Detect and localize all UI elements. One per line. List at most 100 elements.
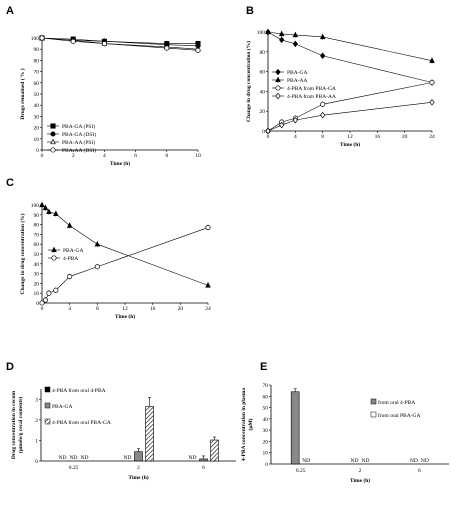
y-tick-label: 80: [260, 50, 266, 56]
y-tick-label: 50: [34, 252, 40, 258]
y-tick-label: 30: [34, 114, 40, 120]
x-tick-label: 0.25: [69, 465, 79, 471]
panel-label: E: [260, 361, 267, 373]
legend-swatch: [370, 411, 377, 418]
y-tick-label: 70: [263, 383, 269, 389]
panel-c: C 0 10 20 30 40 50 60 70 80 90 100 0 4 8 12 16 20 24 Time (…: [6, 177, 211, 320]
y-tick-label: 60: [34, 242, 40, 248]
data-point: [164, 45, 170, 51]
x-tick-label: 4: [103, 153, 106, 159]
x-axis-label: Time (h): [340, 141, 360, 148]
series-line-4: [267, 101, 433, 132]
bar: [145, 406, 154, 462]
y-tick-label: 30: [263, 428, 269, 434]
data-point: [94, 264, 100, 270]
data-point: [265, 28, 271, 35]
legend-marker: [51, 246, 57, 253]
x-axis-label: Time (h): [350, 477, 370, 484]
y-tick-label: 60: [34, 81, 40, 87]
legend-label: 4-PBA from PBA-AA: [287, 93, 336, 100]
nd-label: ND: [81, 455, 89, 461]
data-point: [319, 33, 326, 40]
legend-marker: [50, 147, 56, 153]
panel-a: A 0 10 20 30 40 50 60 70 80 90 100 0 2 4 6 8 10 Time (h) Dr…: [6, 5, 201, 167]
legend-swatch: [44, 386, 51, 393]
x-tick-label: 6: [134, 153, 137, 159]
nd-label: ND: [362, 458, 370, 464]
panel-e: E 0 10 20 30 40 50 60 70 Time (h) 4-PBA concentrat…: [241, 361, 449, 484]
x-tick-label: 20: [178, 306, 184, 312]
data-point: [42, 204, 49, 211]
data-point: [70, 38, 76, 44]
panel-label: C: [6, 177, 14, 189]
data-point: [66, 222, 73, 228]
y-axis-label: Drug concentration in cecum: [11, 390, 17, 459]
x-tick-label: 20: [402, 134, 408, 140]
y-axis-label: Change in drug concentration (%): [19, 213, 26, 294]
legend-swatch: [44, 402, 51, 409]
data-point: [101, 41, 107, 47]
y-tick-label: 100: [257, 30, 266, 36]
panel-d: D 0 1 2 3 Time (h) Drug concentration in cecum…: [6, 361, 236, 481]
legend-marker: [275, 85, 281, 91]
data-point: [279, 121, 285, 129]
legend-label: PBA-AA (PSI): [62, 139, 95, 146]
x-tick-label: 24: [205, 306, 211, 312]
x-tick-label: 0: [41, 153, 44, 159]
data-point: [429, 99, 435, 106]
x-tick-label: 4: [294, 134, 297, 140]
x-tick-label: 8: [96, 306, 99, 312]
y-tick-label: 40: [34, 262, 40, 268]
y-tick-label: 70: [34, 70, 40, 76]
legend-label: 4-PBA from oral 4-PBA: [52, 387, 106, 394]
y-tick-label: 2: [35, 418, 38, 424]
nd-label: ND: [124, 455, 132, 461]
x-tick-label: 2: [137, 465, 140, 471]
legend-marker: [275, 92, 281, 100]
x-tick-label: 6: [202, 465, 205, 471]
data-point: [67, 273, 73, 280]
legend-label: PBA-GA (DSI): [62, 131, 96, 138]
legend-marker: [50, 131, 56, 137]
y-tick-label: 80: [34, 58, 40, 64]
y-tick-label: 90: [34, 213, 40, 219]
y-tick-label: 10: [34, 137, 40, 143]
x-tick-label: 16: [150, 306, 156, 312]
data-point: [265, 127, 271, 135]
panel-label: B: [246, 5, 254, 17]
data-point: [429, 57, 435, 63]
series-line-2: [41, 227, 209, 304]
legend-label: PBA-GA: [287, 70, 308, 76]
x-tick-label: 0.25: [296, 468, 306, 474]
y-tick-label: 10: [34, 291, 40, 297]
y-tick-label: 3: [35, 397, 38, 403]
y-tick-label: 20: [263, 439, 269, 445]
legend-label: PBA-GA: [52, 404, 73, 410]
legend-label: from oral 4-PBA: [378, 399, 415, 406]
y-tick-label: 0: [36, 301, 39, 307]
y-axis-label-unit: (µM): [247, 418, 254, 430]
nd-label: ND: [70, 455, 78, 461]
data-point: [42, 297, 49, 303]
x-tick-label: 4: [68, 306, 71, 312]
y-tick-label: 1: [35, 438, 38, 444]
y-axis-label: Change in drug concentration (%): [245, 41, 252, 122]
data-point: [46, 290, 52, 296]
y-tick-label: 20: [34, 281, 40, 287]
x-axis-label: Time (h): [128, 474, 148, 481]
legend-label: PBA-GA (PSI): [62, 123, 95, 130]
y-tick-label: 40: [34, 103, 40, 109]
y-axis-label: Drugs remained ( % ): [19, 68, 26, 119]
nd-label: ND: [189, 455, 197, 461]
legend-marker: [50, 138, 56, 145]
y-tick-label: 10: [263, 451, 269, 457]
x-tick-label: 8: [165, 153, 168, 159]
data-point: [39, 201, 45, 208]
y-tick-label: 0: [262, 129, 265, 135]
y-tick-label: 40: [263, 417, 269, 423]
data-point: [429, 79, 435, 86]
y-tick-label: 30: [34, 272, 40, 278]
data-point: [292, 31, 299, 38]
legend-label: 4-PBA from oral PBA-GA: [52, 419, 111, 426]
